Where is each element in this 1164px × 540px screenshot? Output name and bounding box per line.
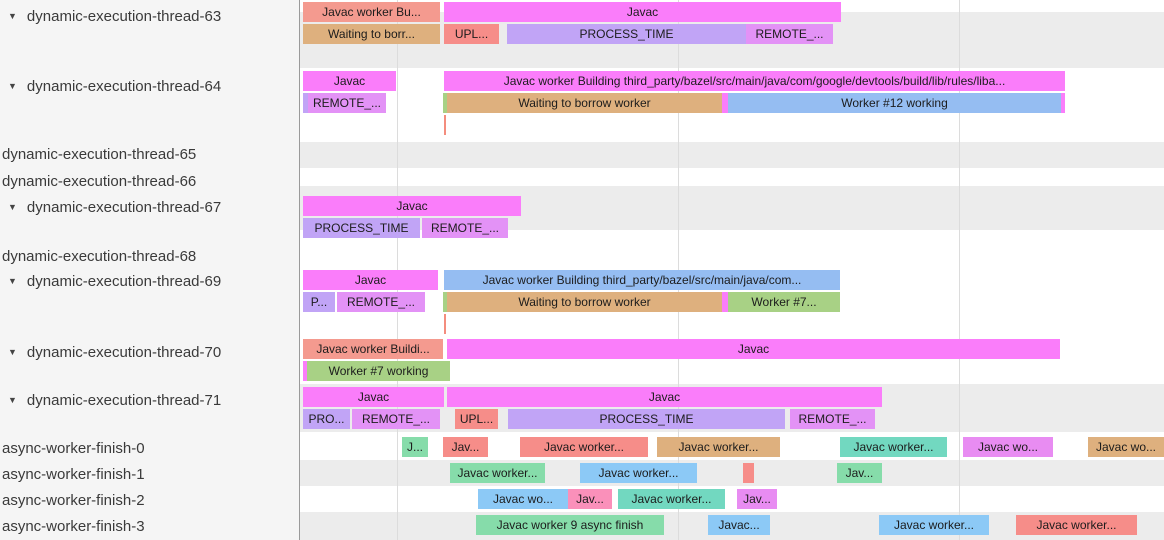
trace-event-tick[interactable] [444,314,446,334]
trace-event-bar[interactable] [443,292,447,312]
sidebar-item-dynamic-execution-thread-68[interactable]: dynamic-execution-thread-68 [0,247,196,265]
expander-icon[interactable]: ▼ [8,11,17,21]
row-stripe [300,460,1164,486]
thread-label: dynamic-execution-thread-64 [26,77,222,95]
trace-event-bar[interactable]: REMOTE_... [422,218,508,238]
thread-label: dynamic-execution-thread-63 [26,7,222,25]
trace-event-bar[interactable] [443,93,447,113]
sidebar-item-dynamic-execution-thread-71[interactable]: ▼ dynamic-execution-thread-71 [0,391,221,409]
trace-event-bar[interactable]: Javac worker Building third_party/bazel/… [444,71,1065,91]
thread-label: dynamic-execution-thread-71 [26,391,222,409]
trace-event-bar[interactable]: PROCESS_TIME [303,218,420,238]
trace-event-bar[interactable]: Javac wo... [1088,437,1164,457]
trace-event-bar[interactable]: Javac worker 9 async finish [476,515,664,535]
expander-icon[interactable]: ▼ [8,276,17,286]
thread-label: dynamic-execution-thread-67 [26,198,222,216]
sidebar-item-async-worker-finish-2[interactable]: async-worker-finish-2 [0,491,145,509]
trace-event-bar[interactable]: Javac worker... [580,463,697,483]
thread-label: async-worker-finish-1 [2,465,145,483]
expander-icon[interactable]: ▼ [8,347,17,357]
trace-event-bar[interactable]: P... [303,292,335,312]
trace-event-bar[interactable]: Javac [303,71,396,91]
trace-event-bar[interactable]: Jav... [837,463,882,483]
thread-sidebar: ▼ dynamic-execution-thread-63 ▼ dynamic-exe… [0,0,300,540]
sidebar-item-dynamic-execution-thread-67[interactable]: ▼ dynamic-execution-thread-67 [0,198,221,216]
trace-event-bar[interactable]: Javac worker... [840,437,947,457]
sidebar-item-dynamic-execution-thread-65[interactable]: dynamic-execution-thread-65 [0,145,196,163]
trace-event-bar[interactable]: Javac worker... [520,437,648,457]
trace-event-bar[interactable]: Javac [303,196,521,216]
trace-event-bar[interactable]: UPL... [444,24,499,44]
trace-event-bar[interactable]: Jav... [568,489,612,509]
thread-label: dynamic-execution-thread-70 [26,343,222,361]
trace-event-bar[interactable]: Javac worker... [618,489,725,509]
trace-event-bar[interactable]: Javac worker Bu... [303,2,440,22]
sidebar-item-dynamic-execution-thread-70[interactable]: ▼ dynamic-execution-thread-70 [0,343,221,361]
trace-event-bar[interactable]: Javac worker Building third_party/bazel/… [444,270,840,290]
trace-event-bar[interactable]: REMOTE_... [337,292,425,312]
trace-event-bar[interactable]: Javac worker... [879,515,989,535]
trace-event-bar[interactable]: Jav... [737,489,777,509]
trace-event-bar[interactable]: Waiting to borr... [303,24,440,44]
trace-event-bar[interactable]: Javac [303,387,444,407]
trace-event-bar[interactable]: Javac worker Buildi... [303,339,443,359]
trace-event-bar[interactable]: Worker #7... [728,292,840,312]
row-stripe [300,142,1164,168]
trace-event-bar[interactable]: REMOTE_... [352,409,440,429]
thread-label: async-worker-finish-2 [2,491,145,509]
trace-event-bar[interactable]: Javac wo... [963,437,1053,457]
thread-label: dynamic-execution-thread-66 [2,172,197,190]
trace-event-bar[interactable]: Waiting to borrow worker [447,93,722,113]
trace-event-bar[interactable] [722,292,728,312]
trace-event-bar[interactable]: J... [402,437,428,457]
trace-event-bar[interactable]: Javac worker... [657,437,780,457]
thread-label: dynamic-execution-thread-68 [2,247,197,265]
trace-event-bar[interactable]: Javac worker... [1016,515,1137,535]
trace-event-bar[interactable] [722,93,728,113]
trace-event-bar[interactable]: Javac [303,270,438,290]
sidebar-item-dynamic-execution-thread-66[interactable]: dynamic-execution-thread-66 [0,172,196,190]
trace-event-bar[interactable]: Javac [447,339,1060,359]
trace-event-bar[interactable]: REMOTE_... [308,93,386,113]
sidebar-item-async-worker-finish-0[interactable]: async-worker-finish-0 [0,439,145,457]
sidebar-item-dynamic-execution-thread-69[interactable]: ▼ dynamic-execution-thread-69 [0,272,221,290]
trace-event-bar[interactable]: PROCESS_TIME [508,409,785,429]
sidebar-item-async-worker-finish-3[interactable]: async-worker-finish-3 [0,517,145,535]
trace-event-bar[interactable] [1061,93,1065,113]
trace-event-bar[interactable]: Javac [444,2,841,22]
sidebar-item-dynamic-execution-thread-63[interactable]: ▼ dynamic-execution-thread-63 [0,7,221,25]
trace-event-bar[interactable]: PRO... [303,409,350,429]
sidebar-item-dynamic-execution-thread-64[interactable]: ▼ dynamic-execution-thread-64 [0,77,221,95]
trace-event-bar[interactable]: REMOTE_... [790,409,875,429]
trace-event-bar[interactable]: Javac [447,387,882,407]
trace-event-bar[interactable]: Worker #7 working [307,361,450,381]
trace-event-bar[interactable]: REMOTE_... [746,24,833,44]
sidebar-item-async-worker-finish-1[interactable]: async-worker-finish-1 [0,465,145,483]
expander-icon[interactable]: ▼ [8,81,17,91]
trace-event-bar[interactable] [303,361,307,381]
trace-event-bar[interactable]: Javac worker... [450,463,545,483]
thread-label: dynamic-execution-thread-69 [26,272,222,290]
thread-label: async-worker-finish-3 [2,517,145,535]
trace-event-bar[interactable]: Worker #12 working [728,93,1061,113]
expander-icon[interactable]: ▼ [8,395,17,405]
trace-event-bar[interactable]: Javac... [708,515,770,535]
trace-event-bar[interactable] [743,463,754,483]
trace-event-bar[interactable]: Waiting to borrow worker [447,292,722,312]
trace-event-tick[interactable] [444,115,446,135]
trace-event-bar[interactable] [303,93,308,113]
thread-label: dynamic-execution-thread-65 [2,145,197,163]
trace-event-bar[interactable]: PROCESS_TIME [507,24,746,44]
trace-event-bar[interactable]: Jav... [443,437,488,457]
trace-event-bar[interactable]: Javac wo... [478,489,568,509]
gridline [959,0,960,540]
trace-event-bar[interactable]: UPL... [455,409,498,429]
timeline-canvas[interactable]: Javac worker Bu... Javac Waiting to borr..… [300,0,1164,540]
expander-icon[interactable]: ▼ [8,202,17,212]
thread-label: async-worker-finish-0 [2,439,145,457]
